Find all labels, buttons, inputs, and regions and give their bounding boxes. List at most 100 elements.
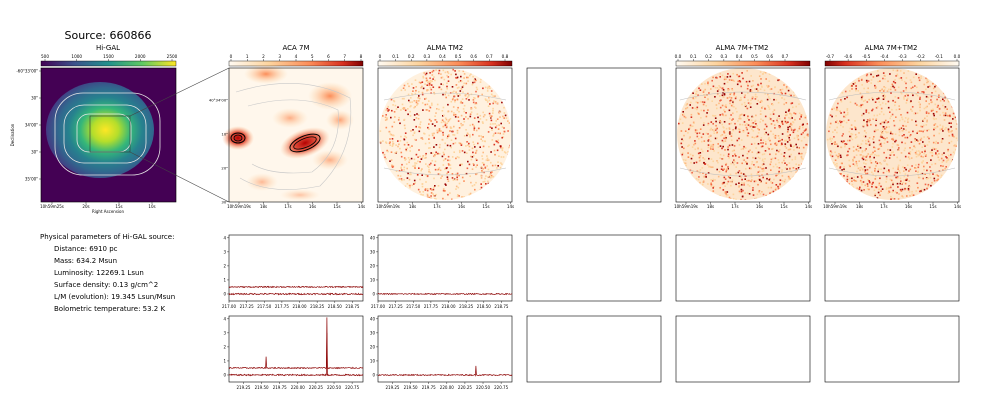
noise-pixel: [433, 177, 435, 180]
noise-pixel: [932, 112, 935, 115]
noise-pixel: [939, 100, 942, 102]
noise-pixel: [897, 97, 900, 99]
noise-pixel: [688, 127, 691, 130]
noise-pixel: [428, 118, 431, 121]
noise-pixel: [737, 120, 739, 122]
noise-pixel: [923, 143, 926, 146]
noise-pixel: [683, 162, 686, 164]
noise-pixel: [499, 116, 501, 118]
noise-pixel: [435, 112, 437, 114]
noise-pixel: [393, 99, 395, 102]
noise-pixel: [734, 155, 737, 157]
noise-pixel: [438, 128, 441, 130]
noise-pixel: [421, 168, 423, 170]
noise-pixel: [890, 179, 893, 182]
noise-pixel: [887, 148, 889, 151]
noise-pixel: [732, 102, 734, 105]
noise-pixel: [738, 117, 740, 120]
info-heading: Physical parameters of Hi-GAL source:: [40, 233, 175, 241]
noise-pixel: [932, 87, 935, 90]
noise-pixel: [883, 159, 886, 162]
noise-pixel: [799, 118, 801, 120]
noise-pixel: [768, 108, 771, 110]
noise-pixel: [943, 100, 945, 102]
noise-pixel: [447, 134, 450, 136]
noise-pixel: [415, 162, 418, 165]
noise-pixel: [798, 103, 800, 105]
noise-pixel: [914, 112, 917, 115]
noise-pixel: [764, 133, 767, 135]
noise-pixel: [410, 157, 413, 160]
noise-pixel: [389, 141, 391, 143]
noise-pixel: [848, 164, 850, 166]
noise-pixel: [793, 94, 795, 97]
noise-pixel: [766, 98, 769, 101]
noise-pixel: [865, 142, 867, 145]
noise-pixel: [432, 193, 434, 195]
noise-pixel: [420, 158, 423, 160]
noise-pixel: [947, 159, 950, 161]
noise-pixel: [876, 75, 878, 77]
noise-pixel: [419, 82, 422, 84]
noise-pixel: [738, 156, 740, 158]
noise-pixel: [870, 73, 872, 76]
noise-pixel: [858, 80, 860, 82]
noise-pixel: [415, 117, 418, 119]
noise-pixel: [442, 197, 444, 200]
noise-pixel: [746, 87, 749, 90]
noise-pixel: [460, 143, 463, 145]
noise-pixel: [930, 99, 932, 101]
noise-pixel: [442, 115, 444, 117]
noise-pixel: [838, 153, 840, 155]
noise-pixel: [898, 147, 900, 149]
noise-pixel: [904, 147, 906, 150]
noise-pixel: [426, 79, 428, 82]
noise-pixel: [728, 144, 731, 147]
noise-pixel: [918, 150, 920, 152]
higal-cbar-label: 1500: [103, 54, 114, 59]
noise-pixel: [756, 193, 759, 196]
noise-pixel: [453, 95, 456, 98]
noise-pixel: [745, 168, 747, 170]
noise-pixel: [890, 86, 892, 88]
noise-pixel: [885, 187, 888, 189]
noise-pixel: [767, 138, 770, 141]
noise-pixel: [486, 157, 489, 160]
noise-pixel: [468, 193, 471, 196]
noise-pixel: [869, 142, 871, 145]
alma-combined-xtick-label: 17s: [731, 204, 738, 209]
noise-pixel: [917, 186, 919, 189]
spectrum-ytick-label: 0: [372, 372, 375, 377]
noise-pixel: [899, 188, 902, 191]
noise-pixel: [869, 156, 871, 159]
noise-pixel: [924, 183, 927, 186]
noise-pixel: [852, 146, 855, 148]
noise-pixel: [805, 143, 807, 146]
noise-pixel: [421, 102, 424, 104]
noise-pixel: [900, 77, 903, 79]
noise-pixel: [444, 168, 446, 170]
noise-pixel: [896, 192, 898, 194]
noise-pixel: [416, 113, 418, 115]
noise-pixel: [712, 178, 715, 181]
noise-pixel: [901, 188, 904, 191]
noise-pixel: [947, 158, 950, 160]
noise-pixel: [408, 99, 410, 102]
noise-pixel: [421, 81, 424, 83]
noise-pixel: [730, 97, 733, 99]
noise-pixel: [866, 91, 868, 93]
noise-pixel: [779, 179, 782, 181]
noise-pixel: [774, 134, 777, 137]
noise-pixel: [699, 152, 702, 154]
noise-pixel: [758, 128, 760, 131]
noise-pixel: [749, 106, 752, 108]
almatm2-cbar-label: 0.5: [455, 54, 462, 59]
noise-pixel: [762, 167, 765, 170]
noise-pixel: [759, 121, 761, 123]
noise-pixel: [462, 124, 464, 126]
noise-pixel: [742, 148, 745, 150]
noise-pixel: [871, 185, 873, 188]
noise-pixel: [770, 191, 773, 193]
noise-pixel: [859, 179, 862, 182]
noise-pixel: [460, 114, 463, 117]
